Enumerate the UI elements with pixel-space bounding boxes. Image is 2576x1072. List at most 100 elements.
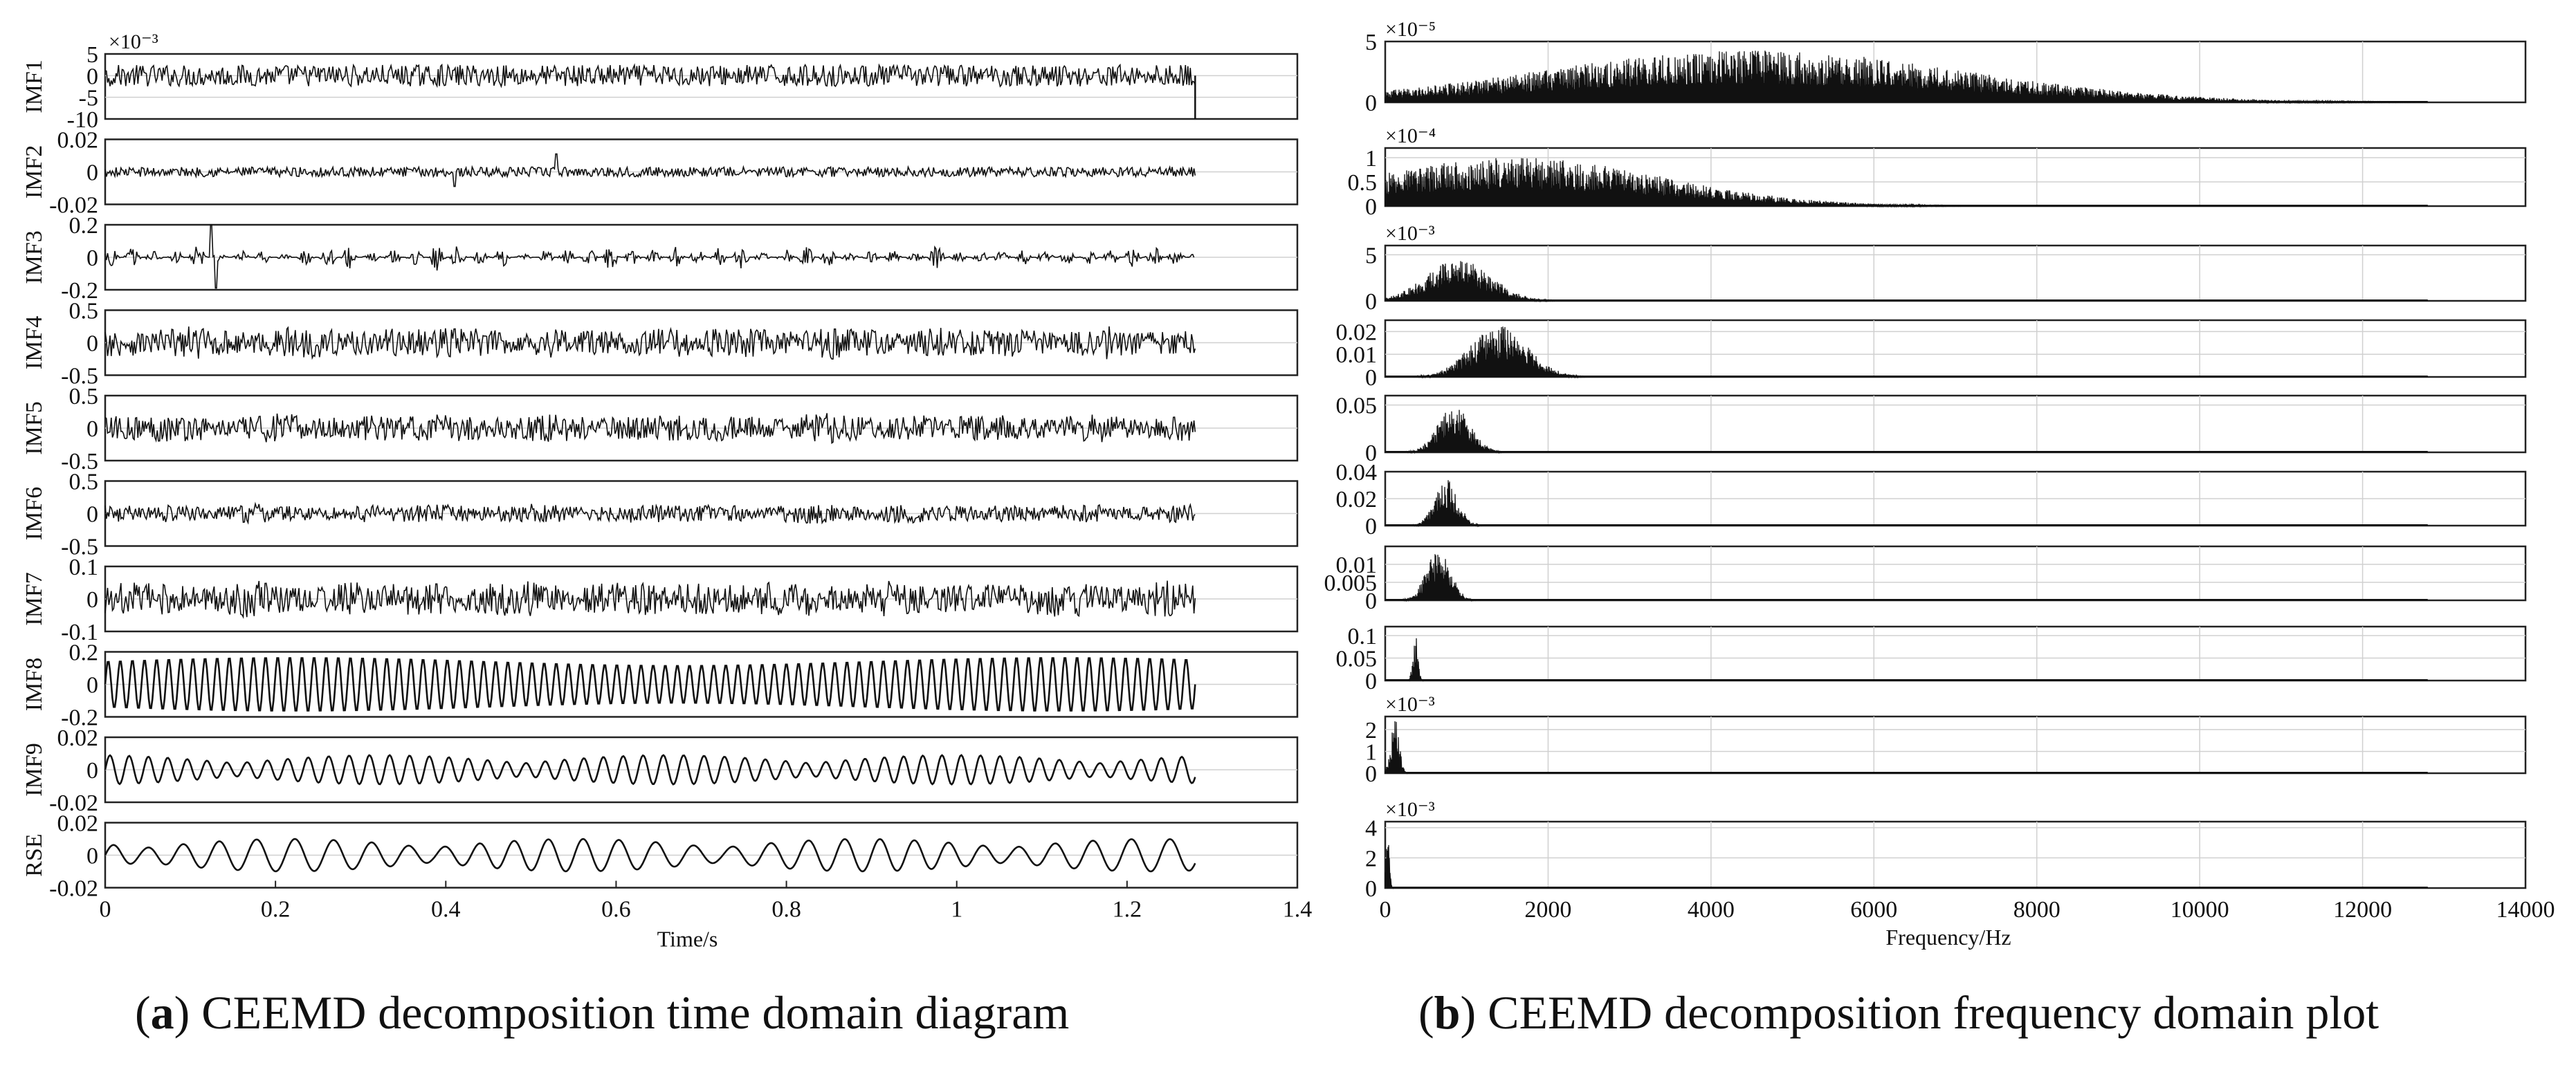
y-tick-label: 0.02 — [1336, 320, 1378, 345]
plot-frame — [1384, 715, 2527, 775]
y-tick-label: 5 — [86, 42, 98, 68]
subplot-imf6: 0.5 0 -0.5 IMF6 — [21, 470, 1299, 560]
y-tick-label: 4 — [1365, 816, 1377, 842]
spectrum-imf9: 210 ×10⁻³ — [1365, 693, 2527, 787]
y-tick-label: 0 — [86, 64, 98, 89]
plot-frame — [1384, 394, 2527, 454]
x-axis: 0 2000 4000 6000 8000 10000 12000 14000 Frequenc… — [1380, 897, 2555, 950]
signal-trace — [104, 501, 1196, 525]
y-tick-label: 0.1 — [69, 555, 99, 580]
series-label: IMF6 — [21, 487, 47, 540]
y-tick-label: 0.04 — [1336, 460, 1378, 486]
y-tick-label: 0 — [86, 844, 98, 869]
spectrum-rse: 4 2 0 ×10⁻³ — [1365, 798, 2527, 902]
subplot-imf8: 0.2 0 -0.2 IMF8 — [21, 640, 1299, 731]
y-tick-label: 0 — [86, 331, 98, 357]
series-label: IMF5 — [21, 401, 47, 454]
y-tick-label: 1 — [1365, 739, 1377, 765]
caption-time-domain: (a) CEEMD decomposition time domain diag… — [135, 986, 1070, 1039]
x-tick-label: 1 — [951, 897, 962, 923]
y-tick-label: 0 — [1365, 589, 1377, 614]
signal-trace — [104, 153, 1196, 187]
y-tick-label: 5 — [1365, 243, 1377, 268]
y-tick-label: 0.05 — [1336, 647, 1378, 672]
y-tick-label: -0.5 — [61, 449, 98, 474]
signal-trace — [104, 63, 1196, 89]
y-tick-label: 0 — [1365, 289, 1377, 315]
x-axis-label: Frequency/Hz — [1885, 925, 2011, 950]
x-tick-label: 6000 — [1850, 897, 1897, 923]
y-tick-label: 0.01 — [1336, 342, 1378, 368]
subplot-imf5: 0.5 0 -0.5 IMF5 — [21, 384, 1299, 474]
y-tick-label: 0.005 — [1324, 571, 1378, 596]
spectrum-imf1: 5 0 ×10⁻⁵ — [1365, 18, 2527, 116]
y-exponent-label: ×10⁻⁵ — [1385, 18, 1436, 41]
y-tick-label: 0.5 — [69, 299, 99, 324]
spectrum-imf2: 10.50 ×10⁻⁴ — [1348, 124, 2527, 220]
y-tick-label: 0.05 — [1336, 394, 1378, 419]
series-label: IMF4 — [21, 316, 47, 369]
plot-frame — [104, 53, 1299, 120]
subplot-imf3: 0.2 0 -0.2 IMF3 — [21, 213, 1299, 304]
y-tick-label: 0 — [86, 758, 98, 784]
y-tick-label: 0 — [86, 160, 98, 186]
spectrum-imf8: 0.10.050 — [1336, 624, 2527, 694]
x-tick-label: 8000 — [2013, 897, 2061, 923]
y-exponent-label: ×10⁻³ — [1385, 798, 1435, 821]
y-tick-label: 0.2 — [69, 640, 99, 666]
y-tick-label: 0.02 — [57, 811, 99, 837]
plot-frame — [1384, 625, 2527, 682]
y-tick-label: 0 — [86, 502, 98, 528]
spectrum-imf5: 0.05 0 — [1336, 394, 2527, 466]
y-exponent-label: ×10⁻⁴ — [1385, 124, 1436, 147]
x-tick-label: 1.4 — [1283, 897, 1313, 923]
y-tick-label: -0.1 — [61, 620, 98, 645]
y-tick-label: -0.02 — [49, 193, 98, 219]
x-tick-label: 1.2 — [1113, 897, 1142, 923]
y-tick-label: 0 — [1365, 514, 1377, 539]
y-tick-label: 0 — [1365, 669, 1377, 694]
y-tick-label: -0.2 — [61, 705, 98, 731]
x-tick-label: 14000 — [2496, 897, 2555, 923]
y-tick-label: 0 — [1365, 194, 1377, 220]
y-tick-label: 0.5 — [69, 470, 99, 495]
signal-trace — [104, 657, 1196, 712]
y-tick-label: 0.02 — [57, 128, 99, 154]
y-tick-label: 0.5 — [69, 384, 99, 409]
y-exponent-label: ×10⁻³ — [1385, 222, 1435, 245]
signal-trace — [104, 413, 1196, 445]
series-label: IMF8 — [21, 658, 47, 711]
series-label: RSE — [21, 833, 47, 876]
y-tick-label: 0.2 — [69, 213, 99, 239]
y-tick-label: 0.02 — [57, 726, 99, 751]
x-tick-label: 0.2 — [261, 897, 291, 923]
caption-frequency-domain: (b) CEEMD decomposition frequency domain… — [1418, 986, 2379, 1039]
y-tick-label: -0.2 — [61, 278, 98, 304]
series-label: IMF3 — [21, 230, 47, 284]
signal-trace — [104, 224, 1195, 289]
x-tick-label: 10000 — [2171, 897, 2229, 923]
x-tick-label: 12000 — [2333, 897, 2392, 923]
spectrum-imf3: 5 0 ×10⁻³ — [1365, 222, 2527, 315]
y-tick-label: 2 — [1365, 846, 1377, 871]
y-tick-label: 0 — [1365, 441, 1377, 466]
y-tick-label: 0 — [1365, 761, 1377, 787]
spectrum-imf6: 0.040.020 — [1336, 460, 2527, 539]
plot-frame — [1384, 244, 2527, 302]
signal-trace — [104, 326, 1196, 360]
series-label: IMF7 — [21, 572, 47, 625]
y-tick-label: -0.02 — [49, 791, 98, 816]
y-tick-label: 0 — [86, 673, 98, 699]
y-tick-label: 0 — [1365, 365, 1377, 391]
x-tick-label: 0 — [100, 897, 111, 923]
plot-frame — [1384, 319, 2527, 378]
subplot-imf7: 0.1 0 -0.1 IMF7 — [21, 555, 1299, 645]
y-tick-label: -10 — [67, 107, 98, 133]
y-tick-label: 0 — [86, 416, 98, 442]
y-tick-label: 2 — [1365, 718, 1377, 743]
signal-trace — [104, 838, 1196, 873]
x-tick-label: 0.4 — [431, 897, 461, 923]
